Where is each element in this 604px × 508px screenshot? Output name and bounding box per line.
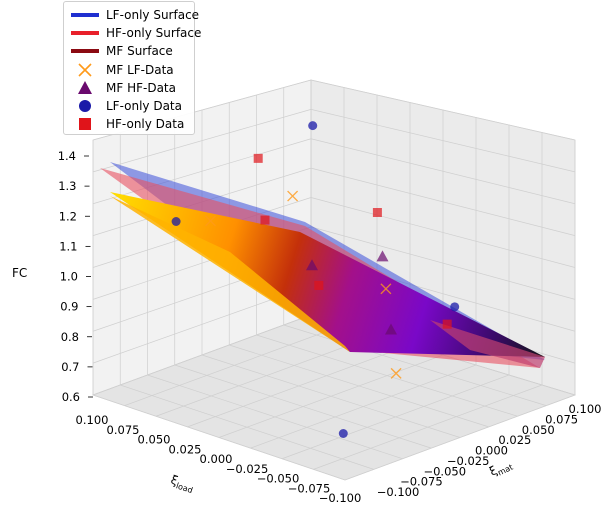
lf-data-point	[338, 429, 348, 438]
lf-data-point	[450, 302, 460, 312]
hf-data-point	[442, 319, 452, 329]
x-tick-label: −0.075	[288, 481, 331, 495]
circle-marker-icon	[79, 100, 91, 113]
lf-surface-swatch	[71, 13, 99, 18]
gridline	[174, 364, 432, 449]
legend-label: MF Surface	[106, 44, 173, 59]
hf-data-point	[253, 153, 263, 163]
z-tick-label: 0.9	[60, 300, 78, 314]
x-tick-label: 0.000	[200, 452, 233, 466]
mf-surface-front-edge	[110, 196, 350, 352]
y-tick-label: 0.050	[522, 423, 555, 437]
legend-item-hf-surface: HF-only Surface	[70, 24, 201, 42]
legend-label: LF-only Surface	[106, 8, 200, 23]
z-tick-label: 1.4	[58, 149, 76, 163]
data-markers	[171, 121, 460, 438]
x-tick-label: −0.100	[319, 491, 362, 505]
legend-item-hf-data: HF-only Data	[70, 115, 188, 133]
z-axis: 0.6 0.7 0.8 0.9 1.0 1.1 1.2 1.3 1.4	[58, 149, 93, 404]
mf-hf-data-point	[385, 323, 397, 335]
y-tick-label: −0.100	[377, 485, 420, 499]
y-tick-label: −0.025	[447, 454, 490, 468]
hf-data-point	[372, 208, 382, 217]
gridline	[283, 324, 547, 406]
x-marker-icon	[78, 63, 92, 77]
y-tick-label: 0.100	[569, 402, 602, 416]
mf-surface-swatch	[71, 49, 99, 54]
z-tick-label: 1.1	[59, 239, 77, 253]
legend-item-lf-data: LF-only Data	[70, 97, 188, 115]
legend-item-mf-lf-data: MF LF-Data	[70, 61, 188, 79]
z-tick-label: 0.6	[62, 390, 80, 404]
z-tick-label: 1.2	[59, 209, 77, 223]
mf-lf-data-point	[390, 367, 402, 379]
gridline	[229, 344, 489, 428]
triangle-marker-icon	[78, 80, 92, 94]
lf-data-point	[171, 217, 181, 226]
y-tick-label: −0.075	[400, 475, 443, 489]
x-tick-label: 0.100	[76, 413, 109, 427]
mf-lf-data-point	[287, 190, 299, 202]
mf-lf-data-point	[380, 283, 392, 295]
y-axis: −0.100−0.075−0.050−0.0250.0000.0250.0500…	[377, 402, 602, 499]
legend-item-mf-surface: MF Surface	[70, 42, 188, 60]
x-axis-label: ξload	[168, 473, 196, 496]
x-tick-label: 0.025	[169, 442, 202, 456]
y-tick-label: 0.000	[475, 444, 508, 458]
legend-label: LF-only Data	[106, 99, 182, 114]
y-tick-label: 0.025	[498, 433, 531, 447]
legend-label: MF LF-Data	[106, 62, 174, 77]
z-tick-label: 0.7	[61, 360, 79, 374]
y-axis-label: ξmat	[487, 456, 514, 480]
z-axis-label: FC	[12, 266, 27, 280]
legend-label: HF-only Data	[106, 117, 185, 132]
z-tick-label: 0.8	[61, 330, 79, 344]
x-tick-label: −0.050	[257, 472, 300, 486]
hf-data-point	[314, 280, 324, 290]
x-tick-label: −0.025	[226, 462, 269, 476]
x-tick-label: 0.050	[138, 433, 171, 447]
hf-data-point	[260, 215, 270, 225]
hf-surface-swatch	[71, 31, 99, 36]
gridline	[256, 334, 518, 417]
y-tick-label: 0.075	[545, 412, 578, 426]
x-axis: 0.1000.0750.0500.0250.000−0.025−0.050−0.…	[76, 413, 362, 505]
gridline	[92, 394, 346, 481]
mf-hf-data-point	[376, 250, 389, 262]
legend-item-lf-surface: LF-only Surface	[70, 6, 199, 24]
surfaces	[100, 162, 545, 368]
gridline	[201, 354, 461, 438]
mf-hf-data-point	[306, 259, 318, 271]
gridline	[147, 374, 403, 460]
square-marker-icon	[79, 118, 91, 131]
z-tick-label: 1.3	[58, 179, 76, 193]
legend-label: MF HF-Data	[106, 80, 176, 95]
z-tick-label: 1.0	[60, 270, 78, 284]
mf-surface-right-edge	[430, 320, 545, 368]
y-tick-label: −0.050	[423, 464, 466, 478]
mf-lf-data-point	[205, 215, 216, 227]
legend: LF-only Surface HF-only Surface MF Surfa…	[63, 1, 201, 135]
gridline	[120, 384, 374, 470]
lf-data-point	[308, 121, 318, 131]
x-tick-label: 0.075	[107, 423, 140, 437]
mf-surface	[110, 192, 545, 357]
legend-label: HF-only Surface	[106, 26, 202, 41]
legend-item-mf-hf-data: MF HF-Data	[70, 79, 188, 97]
